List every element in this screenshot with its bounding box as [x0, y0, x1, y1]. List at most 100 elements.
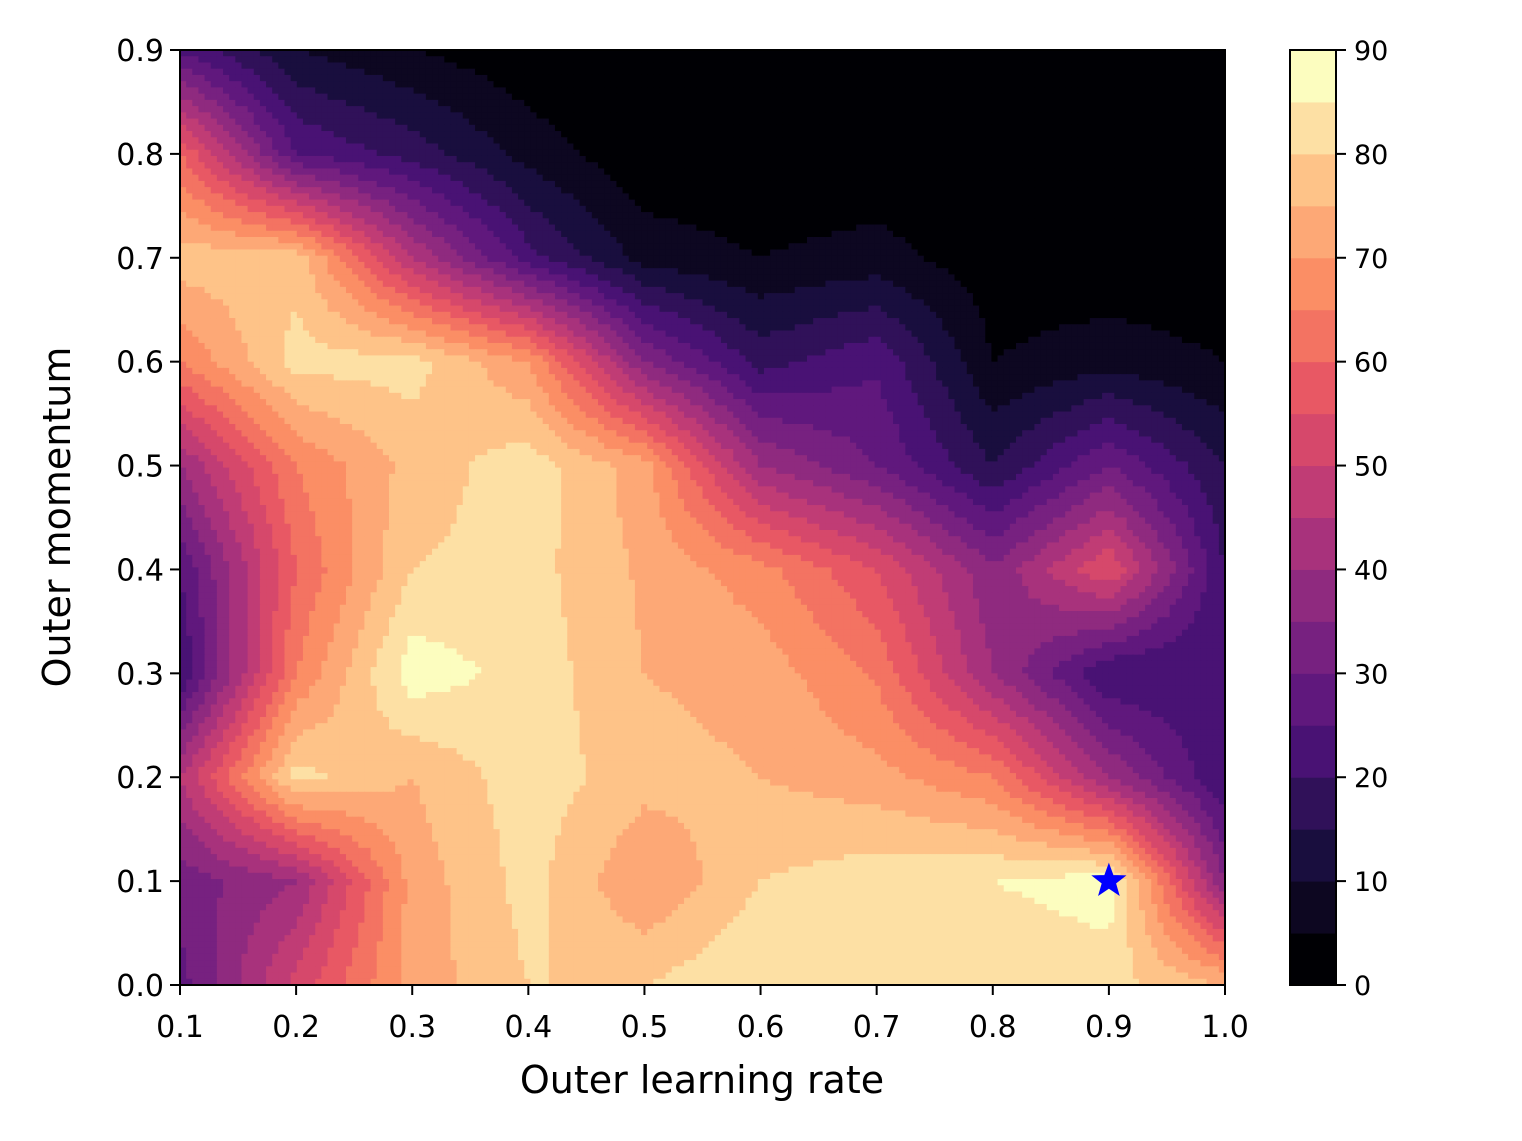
- contour-cell: [543, 231, 550, 238]
- contour-cell: [985, 75, 992, 82]
- contour-cell: [1176, 137, 1183, 144]
- contour-cell: [389, 181, 396, 188]
- contour-cell: [973, 100, 980, 107]
- contour-cell: [1010, 206, 1017, 213]
- contour-cell: [494, 225, 501, 232]
- contour-cell: [1059, 100, 1066, 107]
- contour-cell: [942, 150, 949, 157]
- contour-cell: [899, 137, 906, 144]
- contour-cell: [893, 81, 900, 88]
- contour-cell: [205, 62, 212, 69]
- contour-cell: [506, 181, 513, 188]
- contour-cell: [567, 144, 574, 151]
- contour-cell: [285, 87, 292, 94]
- contour-cell: [438, 81, 445, 88]
- contour-cell: [672, 162, 679, 169]
- contour-cell: [567, 50, 574, 57]
- contour-cell: [936, 218, 943, 225]
- contour-cell: [1114, 94, 1121, 101]
- contour-cell: [1207, 87, 1214, 94]
- contour-cell: [303, 212, 310, 219]
- contour-cell: [205, 181, 212, 188]
- contour-cell: [1200, 150, 1207, 157]
- contour-cell: [998, 175, 1005, 182]
- contour-cell: [1108, 187, 1115, 194]
- contour-cell: [463, 62, 470, 69]
- contour-cell: [610, 69, 617, 76]
- contour-cell: [616, 50, 623, 57]
- contour-cell: [1090, 81, 1097, 88]
- contour-cell: [666, 225, 673, 232]
- contour-cell: [1102, 112, 1109, 119]
- contour-cell: [1133, 206, 1140, 213]
- contour-cell: [653, 62, 660, 69]
- contour-cell: [684, 94, 691, 101]
- contour-cell: [235, 187, 242, 194]
- contour-cell: [635, 75, 642, 82]
- contour-cell: [696, 100, 703, 107]
- contour-cell: [936, 137, 943, 144]
- contour-cell: [235, 112, 242, 119]
- contour-cell: [1071, 156, 1078, 163]
- contour-cell: [592, 87, 599, 94]
- contour-cell: [1077, 175, 1084, 182]
- contour-cell: [352, 75, 359, 82]
- contour-cell: [727, 50, 734, 57]
- contour-cell: [321, 206, 328, 213]
- contour-cell: [186, 106, 193, 113]
- contour-cell: [623, 225, 630, 232]
- contour-cell: [291, 50, 298, 57]
- contour-cell: [1176, 150, 1183, 157]
- contour-cell: [401, 156, 408, 163]
- contour-cell: [666, 168, 673, 175]
- contour-cell: [1182, 75, 1189, 82]
- contour-cell: [1059, 131, 1066, 138]
- contour-cell: [303, 137, 310, 144]
- contour-cell: [758, 125, 765, 132]
- contour-cell: [635, 156, 642, 163]
- contour-cell: [352, 187, 359, 194]
- contour-cell: [991, 131, 998, 138]
- contour-cell: [727, 137, 734, 144]
- contour-cell: [420, 56, 427, 63]
- contour-cell: [1164, 150, 1171, 157]
- contour-cell: [1133, 212, 1140, 219]
- contour-cell: [948, 156, 955, 163]
- contour-cell: [733, 212, 740, 219]
- contour-cell: [807, 212, 814, 219]
- contour-cell: [1059, 181, 1066, 188]
- contour-cell: [955, 62, 962, 69]
- contour-cell: [801, 81, 808, 88]
- contour-cell: [856, 56, 863, 63]
- contour-cell: [967, 175, 974, 182]
- contour-cell: [321, 200, 328, 207]
- contour-cell: [807, 200, 814, 207]
- contour-cell: [1077, 212, 1084, 219]
- contour-cell: [340, 212, 347, 219]
- contour-cell: [727, 106, 734, 113]
- contour-cell: [1121, 94, 1128, 101]
- contour-cell: [678, 100, 685, 107]
- contour-cell: [727, 150, 734, 157]
- contour-cell: [1047, 156, 1054, 163]
- contour-cell: [635, 125, 642, 132]
- contour-cell: [684, 156, 691, 163]
- contour-cell: [936, 75, 943, 82]
- contour-cell: [1157, 106, 1164, 113]
- contour-cell: [868, 94, 875, 101]
- contour-cell: [653, 94, 660, 101]
- contour-cell: [469, 181, 476, 188]
- contour-cell: [721, 125, 728, 132]
- contour-cell: [549, 100, 556, 107]
- contour-cell: [235, 50, 242, 57]
- contour-cell: [659, 56, 666, 63]
- contour-cell: [371, 231, 378, 238]
- contour-cell: [1114, 125, 1121, 132]
- contour-cell: [401, 218, 408, 225]
- contour-cell: [948, 75, 955, 82]
- contour-cell: [844, 119, 851, 126]
- contour-cell: [832, 187, 839, 194]
- contour-cell: [666, 112, 673, 119]
- contour-cell: [1047, 87, 1054, 94]
- contour-cell: [1188, 200, 1195, 207]
